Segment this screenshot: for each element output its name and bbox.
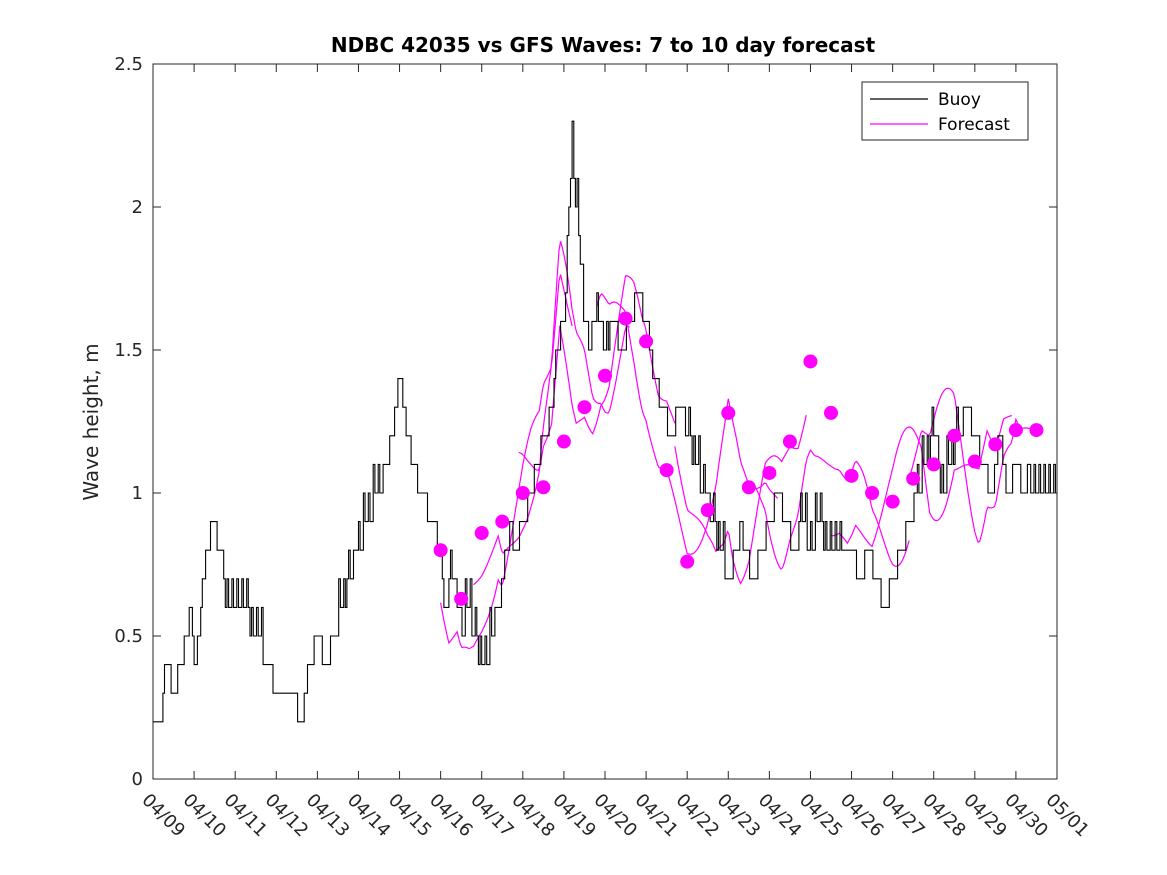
forecast-point	[947, 428, 962, 443]
forecast-point	[824, 405, 838, 420]
y-tick-label: 0.5	[114, 626, 143, 647]
legend-label: Buoy	[938, 90, 981, 110]
forecast-point	[1008, 423, 1023, 438]
forecast-point	[659, 463, 674, 478]
forecast-point	[967, 454, 982, 469]
forecast-point	[556, 434, 571, 449]
y-tick-label: 2	[132, 197, 143, 218]
forecast-point	[454, 591, 469, 606]
forecast-trace	[830, 415, 1012, 548]
forecast-point	[741, 480, 756, 495]
buoy-line	[153, 120, 1057, 723]
legend-box	[861, 81, 1029, 141]
forecast-point	[700, 503, 715, 518]
forecast-point	[680, 554, 695, 569]
forecast-point	[577, 400, 592, 415]
forecast-point	[762, 465, 777, 480]
forecast-trace	[674, 414, 807, 585]
legend: Buoy Forecast	[861, 81, 1029, 141]
forecast-point	[433, 543, 448, 558]
forecast-trace	[752, 448, 910, 570]
forecast-point	[495, 514, 510, 529]
forecast-trace	[440, 274, 573, 650]
legend-label: Forecast	[938, 115, 1010, 135]
forecast-point	[1029, 423, 1044, 438]
y-tick-label: 0	[132, 769, 143, 790]
forecast-point	[639, 334, 654, 349]
forecast-point	[988, 437, 1003, 452]
forecast-point	[515, 486, 530, 500]
forecast-point	[618, 311, 633, 326]
y-tick-label: 2.5	[114, 54, 143, 75]
forecast-point	[906, 471, 921, 486]
forecast-point	[474, 526, 489, 541]
y-tick-label: 1	[132, 483, 143, 504]
forecast-point	[782, 434, 797, 449]
forecast-point	[865, 486, 880, 500]
forecast-trace	[473, 241, 630, 586]
plot-area	[152, 63, 1058, 780]
chart-title: NDBC 42035 vs GFS Waves: 7 to 10 day for…	[331, 33, 876, 57]
forecast-point	[598, 368, 612, 383]
y-axis-label: Wave height, m	[79, 343, 103, 500]
y-tick-label: 1.5	[114, 340, 143, 361]
forecast-point	[721, 405, 736, 420]
forecast-point	[803, 354, 818, 369]
forecast-point	[885, 494, 900, 509]
forecast-point	[844, 468, 859, 483]
forecast-point	[926, 457, 941, 472]
forecast-point	[536, 480, 551, 495]
